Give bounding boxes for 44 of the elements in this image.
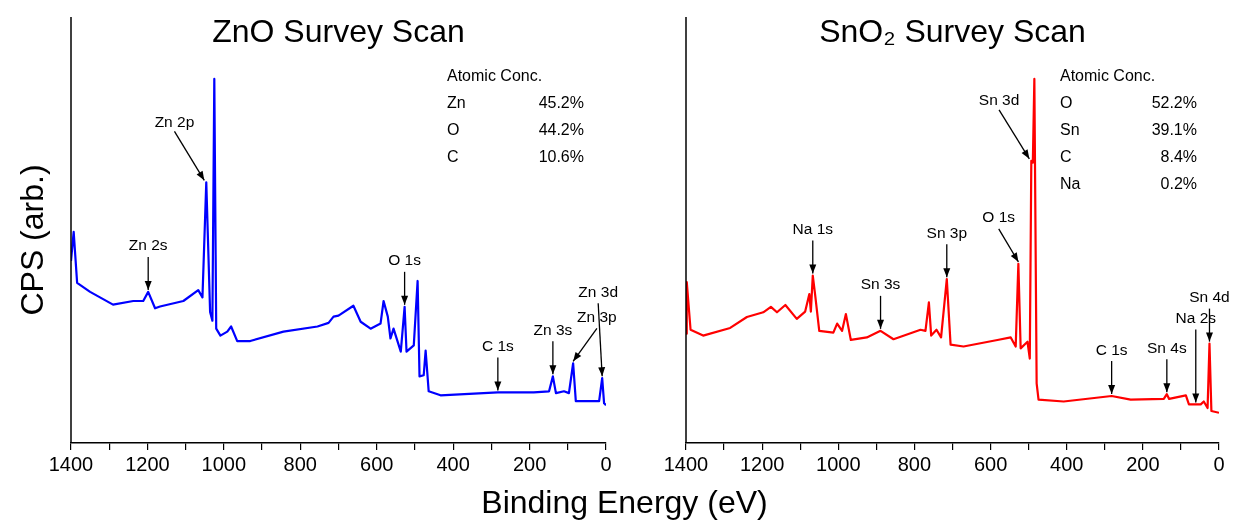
chart-title: SnO₂ Survey Scan — [819, 12, 1086, 49]
x-tick-label: 400 — [436, 452, 470, 475]
annotation: C 1s — [481, 336, 515, 354]
x-tick-label: 1000 — [201, 452, 247, 475]
chart-title: ZnO Survey Scan — [212, 12, 465, 49]
x-tick-label: 400 — [1050, 452, 1084, 475]
annotation: Sn 3d — [978, 91, 1020, 109]
x-tick-label: 1400 — [663, 452, 709, 475]
annotation: O 1s — [982, 208, 1016, 226]
annotation: Atomic Conc. — [1060, 67, 1156, 85]
x-axis-title: Binding Energy (eV) — [480, 483, 769, 522]
annotation: Zn 2p — [154, 112, 195, 130]
annotation: Zn 2s — [128, 236, 168, 254]
x-tick-label: 1200 — [739, 452, 785, 475]
annotation: Atomic Conc. — [447, 67, 543, 85]
text: C 8.4% — [1060, 148, 1197, 166]
x-tick-label: 1400 — [48, 452, 94, 475]
text: O 52.2% — [1060, 94, 1197, 112]
annotation: Zn 3d — [578, 282, 618, 300]
text: Na 0.2% — [1060, 175, 1197, 193]
annotation: Zn 3p — [577, 307, 617, 325]
x-tick-label: 0 — [600, 452, 612, 475]
annotation: Zn 3s — [533, 320, 573, 338]
x-tick-label: 0 — [1213, 452, 1225, 475]
x-tick-label: 1000 — [816, 452, 861, 475]
text: C 10.6% — [447, 148, 584, 166]
x-tick-label: 200 — [512, 452, 547, 475]
x-tick-label: 200 — [1126, 452, 1160, 475]
annotation: Sn 4d — [1189, 288, 1230, 306]
y-axis-title: CPS (arb.) — [13, 164, 50, 316]
x-tick-label: 600 — [973, 452, 1008, 475]
annotation: C 1s — [1095, 340, 1128, 358]
x-tick-label: 1200 — [125, 452, 170, 475]
x-tick-label: 800 — [283, 452, 317, 475]
x-tick-label: 800 — [897, 452, 932, 475]
annotation: Sn 3s — [860, 275, 901, 293]
annotation: O 1s — [388, 251, 422, 269]
annotation: Sn 4s — [1147, 338, 1187, 356]
text: Sn 39.1% — [1060, 121, 1197, 139]
text: O 44.2% — [447, 121, 584, 139]
annotation: Sn 3p — [926, 223, 968, 241]
text: Zn 45.2% — [447, 94, 584, 112]
x-tick-label: 600 — [360, 452, 394, 475]
annotation: Na 1s — [792, 220, 834, 238]
